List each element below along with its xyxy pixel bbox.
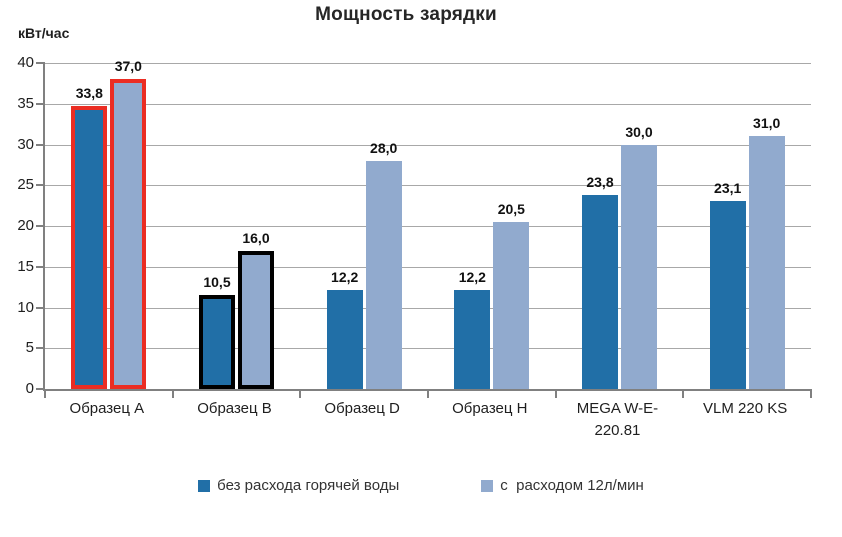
- legend-swatch-icon: [198, 479, 211, 492]
- bar-slot: 12,2: [326, 63, 363, 389]
- bar: [581, 195, 618, 389]
- x-tick-mark: [554, 389, 557, 398]
- bar: [365, 160, 402, 389]
- gridline: [45, 144, 811, 146]
- bar-slot: 37,0: [110, 58, 147, 389]
- y-axis-unit-label: кВт/час: [18, 25, 70, 41]
- category-label: VLM 220 KS: [703, 400, 788, 417]
- y-tick-mark: [36, 347, 45, 350]
- bar: [198, 295, 235, 389]
- y-tick-label: 5: [25, 339, 34, 357]
- bar-group: 12,2 20,5: [428, 63, 556, 389]
- bar-value-label: 23,1: [714, 179, 742, 196]
- category-label: MEGA W-E-220.81: [576, 400, 659, 439]
- bar: [709, 200, 746, 389]
- y-tick-mark: [36, 62, 45, 64]
- gridline: [45, 103, 811, 105]
- bar-slot: 12,2: [454, 63, 491, 389]
- gridline: [45, 348, 811, 350]
- bar-slot: 20,5: [493, 63, 530, 389]
- bar: [748, 136, 785, 389]
- y-tick-mark: [36, 143, 45, 146]
- bar-value-label: 31,0: [753, 115, 781, 132]
- bar-value-label: 12,2: [331, 268, 359, 285]
- category-label: Образец A: [69, 400, 145, 417]
- bar-value-label: 37,0: [114, 58, 142, 75]
- x-tick-mark: [810, 389, 812, 398]
- bar: [110, 79, 147, 389]
- y-tick-mark: [36, 184, 45, 187]
- bar-slot: 16,0: [237, 63, 274, 389]
- bar: [71, 105, 108, 389]
- x-tick-mark: [44, 389, 46, 398]
- bar-value-label: 16,0: [242, 229, 270, 246]
- bar-group: 12,2 28,0: [300, 63, 428, 389]
- y-tick-label: 15: [17, 257, 34, 275]
- bar-value-label: 10,5: [203, 274, 231, 291]
- legend-label: без расхода горячей воды: [217, 477, 400, 494]
- bar-group: 10,5 16,0: [173, 63, 301, 389]
- bar-group: 33,8 37,0: [45, 58, 173, 389]
- bar: [237, 250, 274, 389]
- y-tick-label: 40: [17, 54, 34, 71]
- gridline: [45, 307, 811, 309]
- category-label: Образец D: [324, 400, 400, 417]
- legend-item: без расхода горячей воды: [198, 477, 399, 494]
- bar-slot: 30,0: [620, 63, 657, 389]
- gridline: [45, 185, 811, 187]
- bar-value-label: 12,2: [458, 268, 486, 285]
- bar-slot: 10,5: [198, 63, 235, 389]
- bar-slot: 23,8: [581, 63, 618, 389]
- gridline: [45, 63, 811, 64]
- legend-label: с расходом 12л/мин: [500, 477, 644, 494]
- bar-value-label: 23,8: [586, 174, 614, 191]
- bar-slot: 23,1: [709, 63, 746, 389]
- bar-value-label: 20,5: [497, 200, 525, 217]
- chart-title: Мощность зарядки: [315, 4, 497, 25]
- bar-slot: 28,0: [365, 63, 402, 389]
- bar-group: 23,1 31,0: [683, 63, 811, 389]
- gridline: [45, 226, 811, 227]
- y-tick-mark: [36, 102, 45, 105]
- legend-swatch-icon: [481, 479, 494, 492]
- bar: [493, 221, 530, 389]
- y-tick-label: 25: [17, 176, 34, 194]
- bar-value-label: 30,0: [625, 123, 653, 140]
- x-tick-mark: [299, 389, 302, 398]
- bar-group: 23,8 30,0: [556, 63, 684, 389]
- y-tick-label: 0: [25, 380, 34, 397]
- y-tick-label: 20: [17, 217, 34, 234]
- legend-item: с расходом 12л/мин: [481, 477, 644, 494]
- bar: [326, 289, 363, 389]
- x-tick-mark: [427, 389, 429, 398]
- y-tick-mark: [36, 265, 45, 268]
- legend: без расхода горячей воды с расходом 12л/м…: [0, 477, 842, 494]
- bar: [620, 144, 657, 389]
- bar-slot: 33,8: [71, 63, 108, 389]
- y-tick-mark: [36, 306, 45, 309]
- bar-value-label: 33,8: [75, 84, 103, 101]
- plot-area: 0 5 10 15 20 25 30 35 40 33,8 37,0 10,5 16,0 12,2 28,0…: [17, 54, 812, 398]
- bar: [454, 289, 491, 389]
- y-tick-mark: [36, 388, 45, 390]
- x-tick-mark: [171, 389, 174, 398]
- y-tick-label: 30: [17, 135, 34, 153]
- category-label: Образец H: [452, 400, 528, 417]
- category-label: Образец B: [197, 400, 272, 417]
- category-axis: Образец A Образец B Образец D Образец H MEGA…: [43, 398, 809, 442]
- bar-value-label: 28,0: [370, 139, 398, 156]
- gridline: [45, 266, 811, 268]
- bar-slot: 31,0: [748, 63, 785, 389]
- y-tick-mark: [36, 225, 45, 227]
- x-tick-mark: [682, 389, 685, 398]
- y-tick-label: 35: [17, 94, 34, 112]
- y-tick-label: 10: [17, 298, 34, 316]
